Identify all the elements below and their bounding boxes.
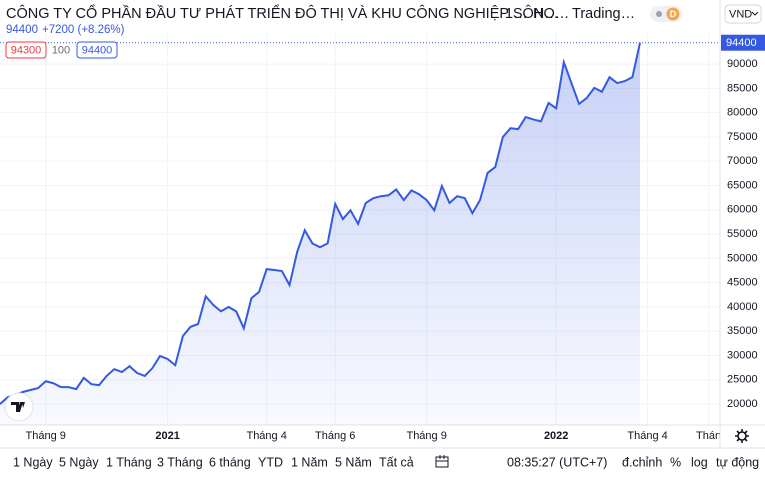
y-tick-label: 85000: [727, 82, 758, 94]
scale-option[interactable]: log: [691, 455, 708, 469]
settings-gear[interactable]: [737, 431, 747, 441]
y-tick-label: 65000: [727, 179, 758, 191]
currency-select[interactable]: [724, 4, 762, 24]
y-tick-label: 90000: [727, 58, 758, 70]
y-tick-label: 35000: [727, 325, 758, 337]
scale-option[interactable]: đ.chỉnh: [622, 455, 662, 469]
range-button[interactable]: 1 Tháng: [106, 455, 152, 469]
area-fill: [0, 42, 640, 425]
y-tick-label: 50000: [727, 252, 758, 264]
source: Trading…: [572, 6, 635, 22]
x-tick-label: Thán: [696, 430, 721, 442]
gear-teeth: [735, 429, 749, 443]
delay-badge: D: [670, 9, 677, 19]
last-price-label: 94400: [726, 37, 757, 49]
price-line: [0, 42, 641, 405]
exchange: HO…: [533, 6, 569, 22]
range-button[interactable]: 5 Năm: [335, 455, 372, 469]
last-price: 94400: [6, 24, 38, 36]
x-tick-label: Tháng 6: [315, 430, 355, 442]
spread: 100: [52, 44, 70, 56]
range-button[interactable]: 6 tháng: [209, 455, 251, 469]
y-tick-label: 30000: [727, 349, 758, 361]
ask: 94400: [82, 44, 113, 56]
y-tick-label: 20000: [727, 398, 758, 410]
range-button[interactable]: YTD: [258, 455, 283, 469]
status-dot: [656, 11, 662, 17]
x-tick-label: 2022: [544, 430, 568, 442]
x-tick-label: Tháng 9: [406, 430, 446, 442]
price-change: +7200 (+8.26%): [42, 24, 125, 36]
y-tick-label: 60000: [727, 204, 758, 216]
symbol-title: CÔNG TY CỔ PHẦN ĐẦU TƯ PHÁT TRIỂN ĐÔ THỊ…: [6, 4, 559, 22]
range-button[interactable]: 1 Năm: [291, 455, 328, 469]
y-tick-label: 40000: [727, 301, 758, 313]
y-tick-label: 70000: [727, 155, 758, 167]
badge-circle: [666, 7, 680, 21]
interval: 1…: [505, 6, 528, 22]
scale-option[interactable]: %: [670, 455, 681, 469]
range-button[interactable]: 3 Tháng: [157, 455, 203, 469]
x-tick-label: Tháng 4: [246, 430, 286, 442]
currency: VND: [729, 8, 752, 20]
x-tick-label: Tháng 4: [627, 430, 667, 442]
y-tick-label: 75000: [727, 131, 758, 143]
bid: 94300: [11, 44, 42, 56]
y-tick-label: 80000: [727, 107, 758, 119]
ask-box[interactable]: [76, 41, 118, 59]
dropdown-arrow: [751, 11, 759, 16]
toolbar: 1 Ngày 5 Ngày 1 Tháng 3 Tháng 6 tháng YTD 1 Nă…: [13, 455, 759, 469]
logo: [11, 402, 25, 412]
x-tick-label: 2021: [155, 430, 179, 442]
y-tick-label: 25000: [727, 374, 758, 386]
range-button[interactable]: 5 Ngày: [59, 455, 99, 469]
bid-box[interactable]: [5, 41, 47, 59]
x-tick-label: Tháng 9: [26, 430, 66, 442]
y-tick-label: 45000: [727, 277, 758, 289]
range-button[interactable]: Tất cả: [379, 455, 414, 469]
clock: 08:35:27 (UTC+7): [507, 455, 607, 469]
last-price-box: [721, 34, 765, 51]
y-tick-label: 55000: [727, 228, 758, 240]
scale-option[interactable]: tự động: [716, 455, 759, 469]
date-range-icon[interactable]: [435, 455, 449, 468]
plot: 20000 25000 30000 35000 40000 45000 50000 55000…: [0, 0, 765, 448]
range-button[interactable]: 1 Ngày: [13, 455, 53, 469]
